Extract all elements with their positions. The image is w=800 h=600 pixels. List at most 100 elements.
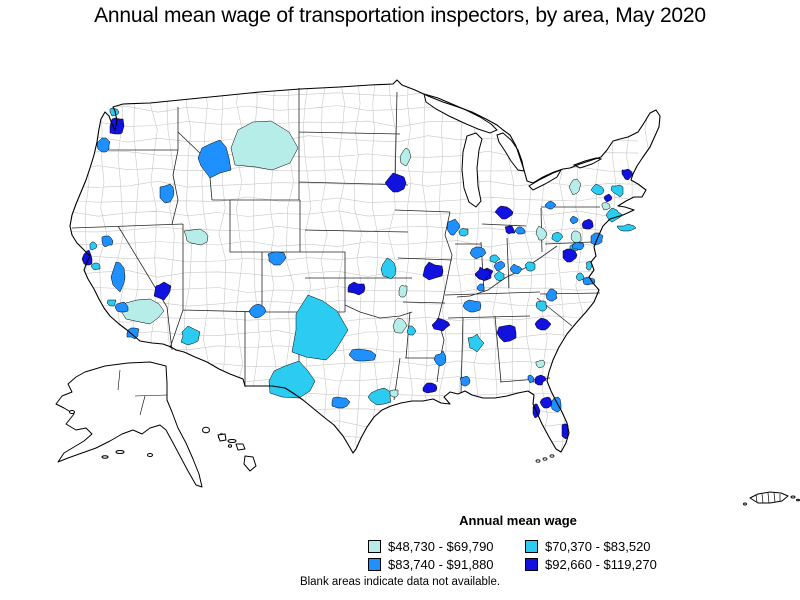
metro-area	[109, 107, 120, 117]
metro-area	[561, 423, 569, 440]
metro-area	[89, 241, 98, 251]
metro-area	[109, 117, 125, 135]
metro-area	[494, 205, 514, 220]
metro-area	[585, 260, 593, 271]
metro-area	[524, 261, 536, 272]
metro-area	[398, 284, 408, 298]
florida-keys	[535, 454, 555, 463]
legend-swatch	[368, 540, 381, 553]
metro-area	[380, 257, 397, 280]
lake-ontario	[572, 157, 603, 169]
metro-area	[496, 324, 517, 343]
metro-area	[267, 251, 287, 266]
metro-area	[582, 276, 596, 286]
metro-area	[291, 294, 349, 361]
metro-area	[406, 325, 417, 336]
legend-item: $83,740 - $91,880	[368, 557, 525, 572]
metro-area	[183, 228, 209, 246]
metro-area	[347, 281, 366, 296]
great-lakes	[423, 93, 603, 208]
footnote: Blank areas indicate data not available.	[299, 576, 501, 588]
metro-area	[603, 193, 613, 203]
metro-area	[601, 201, 611, 211]
metro-area	[467, 333, 485, 353]
metro-area	[180, 325, 201, 346]
metro-area	[509, 263, 523, 275]
legend-swatch	[368, 558, 381, 571]
metro-area	[504, 225, 516, 235]
metro-area	[581, 218, 594, 230]
metro-area	[534, 317, 552, 331]
metro-area	[568, 178, 582, 196]
metro-area	[197, 139, 232, 179]
metro-area	[616, 223, 637, 232]
metro-area	[527, 374, 535, 384]
legend-item: $48,730 - $69,790	[368, 539, 525, 554]
metro-area	[433, 350, 447, 367]
metro-area	[493, 270, 505, 282]
metro-area	[153, 281, 172, 301]
island-hawaii	[243, 455, 257, 472]
metro-area	[248, 303, 267, 319]
metro-area	[514, 226, 526, 235]
puerto-rico-outline	[743, 491, 800, 506]
legend-swatch	[525, 558, 538, 571]
lake-superior	[423, 93, 498, 134]
metro-area	[562, 248, 578, 263]
legend-label: $92,660 - $119,270	[545, 557, 657, 572]
metro-area	[535, 359, 546, 369]
legend-item: $70,370 - $83,520	[525, 539, 668, 554]
legend-label: $83,740 - $91,880	[388, 557, 494, 572]
legend-label: $48,730 - $69,790	[388, 539, 494, 554]
lake-michigan	[461, 132, 483, 208]
legend-title: Annual mean wage	[459, 513, 577, 528]
metro-area	[159, 183, 175, 204]
us-mainland-outline	[69, 79, 661, 454]
island-oahu	[217, 433, 227, 442]
metro-area	[544, 200, 557, 210]
metro-area	[331, 396, 351, 409]
metro-area	[384, 172, 407, 193]
metro-area	[114, 301, 129, 313]
legend-swatch	[525, 540, 538, 553]
metro-area	[110, 261, 126, 293]
metro-area	[474, 266, 491, 282]
metro-area	[571, 241, 585, 251]
legend: Annual mean wage $48,730 - $69,790 $70,3…	[368, 513, 668, 572]
hawaii-islands	[202, 426, 257, 472]
metro-area	[535, 300, 548, 312]
metro-area	[489, 254, 501, 264]
legend-label: $70,370 - $83,520	[545, 539, 651, 554]
metro-area	[493, 260, 506, 272]
metro-area	[106, 299, 117, 307]
metro-area	[476, 283, 485, 292]
metro-area	[422, 261, 444, 281]
metro-area	[569, 215, 579, 225]
metro-area	[545, 288, 558, 302]
metro-area	[81, 249, 93, 266]
metro-area	[96, 137, 111, 153]
metro-area	[539, 396, 553, 409]
metro-area	[621, 168, 634, 181]
island-maui	[235, 443, 246, 451]
metro-area	[230, 120, 299, 171]
metro-area	[590, 183, 605, 196]
metro-area	[90, 262, 101, 271]
metro-area	[392, 317, 408, 334]
legend-item: $92,660 - $119,270	[525, 557, 668, 572]
page-title: Annual mean wage of transportation inspe…	[94, 4, 706, 27]
metro-area	[535, 225, 548, 241]
metro-area	[268, 360, 316, 399]
metro-area	[534, 374, 547, 386]
state-borders	[71, 88, 601, 401]
metro-area	[367, 387, 392, 406]
legend-grid: $48,730 - $69,790 $70,370 - $83,520 $83,…	[368, 539, 668, 572]
metro-area	[462, 299, 482, 313]
metro-area	[551, 231, 564, 243]
metro-areas-layer	[81, 107, 637, 441]
metro-area	[446, 218, 461, 236]
metro-area	[389, 389, 399, 398]
lake-erie	[528, 169, 563, 191]
